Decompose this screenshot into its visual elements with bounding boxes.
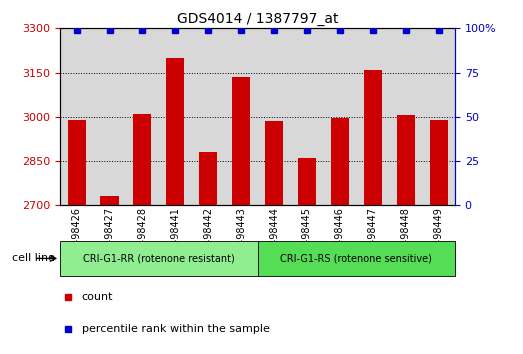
Bar xyxy=(232,77,250,205)
Bar xyxy=(331,118,349,205)
Text: cell line: cell line xyxy=(12,253,55,263)
Text: percentile rank within the sample: percentile rank within the sample xyxy=(82,324,270,333)
Bar xyxy=(166,58,185,205)
Bar xyxy=(298,158,316,205)
Text: CRI-G1-RS (rotenone sensitive): CRI-G1-RS (rotenone sensitive) xyxy=(280,253,432,263)
Bar xyxy=(396,115,415,205)
Bar xyxy=(265,121,283,205)
Bar xyxy=(363,70,382,205)
Bar xyxy=(100,196,119,205)
Bar xyxy=(60,241,257,276)
Bar xyxy=(257,241,455,276)
Bar xyxy=(133,114,152,205)
Bar xyxy=(429,120,448,205)
Text: CRI-G1-RR (rotenone resistant): CRI-G1-RR (rotenone resistant) xyxy=(83,253,235,263)
Bar xyxy=(199,152,217,205)
Text: count: count xyxy=(82,292,113,302)
Bar xyxy=(67,120,86,205)
Title: GDS4014 / 1387797_at: GDS4014 / 1387797_at xyxy=(177,12,338,26)
